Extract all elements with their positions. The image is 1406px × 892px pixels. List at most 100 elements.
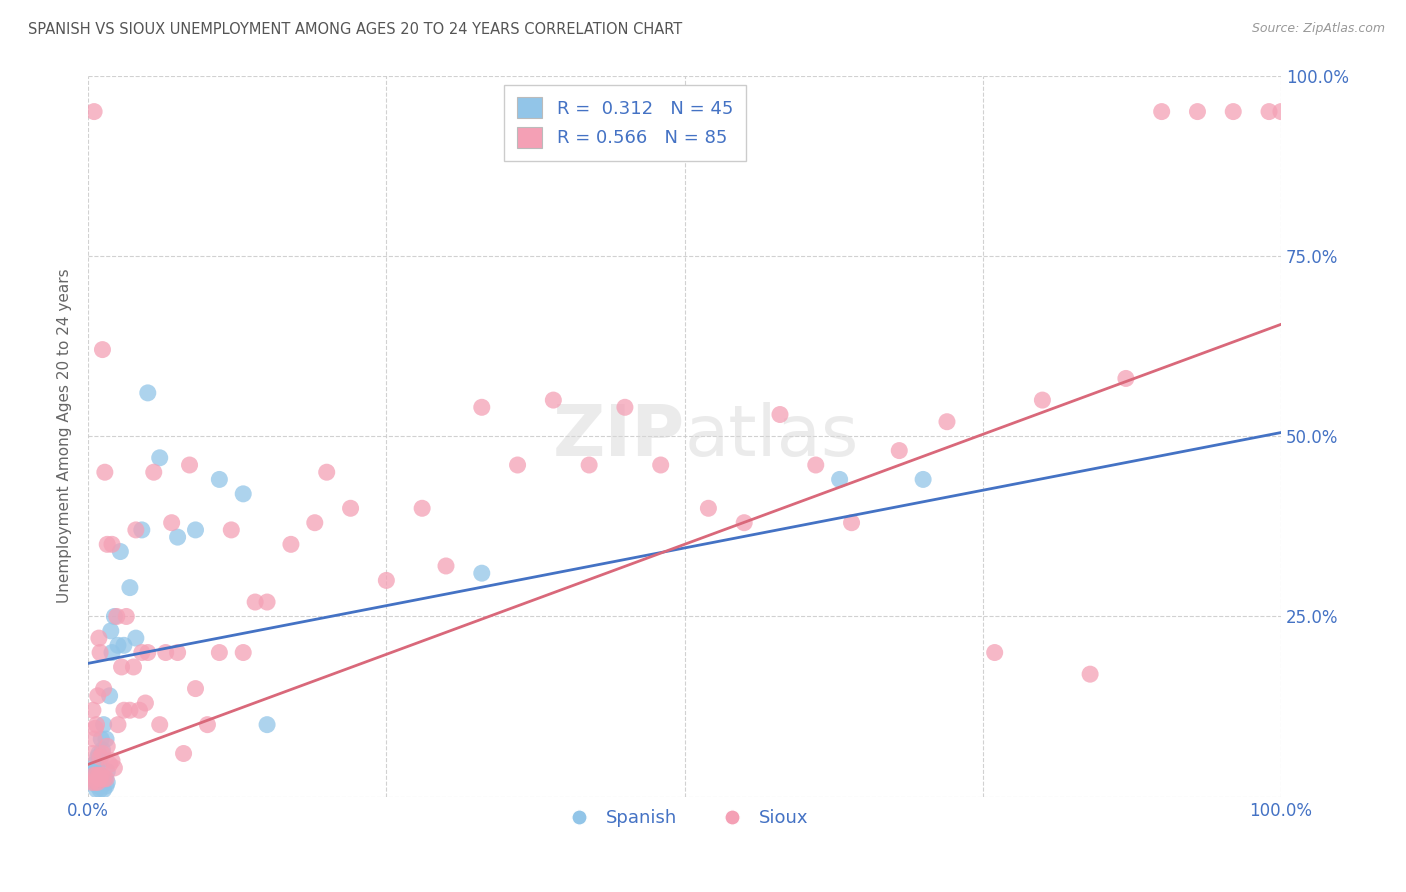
Point bbox=[82, 703, 104, 717]
Point bbox=[1078, 667, 1101, 681]
Point bbox=[160, 516, 183, 530]
Point bbox=[166, 530, 188, 544]
Y-axis label: Unemployment Among Ages 20 to 24 years: Unemployment Among Ages 20 to 24 years bbox=[58, 268, 72, 604]
Text: SPANISH VS SIOUX UNEMPLOYMENT AMONG AGES 20 TO 24 YEARS CORRELATION CHART: SPANISH VS SIOUX UNEMPLOYMENT AMONG AGES… bbox=[28, 22, 682, 37]
Point bbox=[86, 772, 108, 786]
Point bbox=[221, 523, 243, 537]
Point bbox=[87, 768, 110, 782]
Point bbox=[1187, 104, 1209, 119]
Point bbox=[91, 743, 114, 757]
Point bbox=[83, 104, 105, 119]
Point bbox=[94, 772, 117, 786]
Point bbox=[243, 595, 266, 609]
Legend: Spanish, Sioux: Spanish, Sioux bbox=[554, 802, 815, 835]
Point bbox=[83, 757, 105, 772]
Point bbox=[112, 638, 135, 652]
Point bbox=[256, 595, 278, 609]
Point bbox=[650, 458, 672, 472]
Point bbox=[96, 739, 118, 754]
Point bbox=[80, 775, 103, 789]
Point bbox=[256, 717, 278, 731]
Point bbox=[131, 646, 153, 660]
Point bbox=[91, 343, 114, 357]
Point bbox=[83, 768, 105, 782]
Point bbox=[93, 717, 115, 731]
Point bbox=[543, 393, 565, 408]
Point bbox=[103, 609, 125, 624]
Point bbox=[110, 660, 132, 674]
Point bbox=[142, 465, 165, 479]
Point bbox=[697, 501, 720, 516]
Point bbox=[101, 646, 124, 660]
Point bbox=[87, 631, 110, 645]
Point bbox=[86, 750, 108, 764]
Point bbox=[110, 544, 132, 558]
Point bbox=[112, 703, 135, 717]
Point bbox=[1258, 104, 1281, 119]
Point bbox=[375, 574, 398, 588]
Point bbox=[184, 523, 207, 537]
Point bbox=[96, 764, 118, 779]
Point bbox=[96, 537, 118, 551]
Text: atlas: atlas bbox=[685, 401, 859, 471]
Point bbox=[828, 472, 851, 486]
Point bbox=[101, 537, 124, 551]
Point bbox=[804, 458, 827, 472]
Point bbox=[94, 732, 117, 747]
Point bbox=[1031, 393, 1053, 408]
Point bbox=[98, 689, 121, 703]
Point bbox=[94, 779, 117, 793]
Point bbox=[100, 624, 122, 638]
Point bbox=[769, 408, 792, 422]
Point bbox=[1150, 104, 1173, 119]
Point bbox=[84, 775, 107, 789]
Point bbox=[179, 458, 201, 472]
Point bbox=[1115, 371, 1137, 385]
Point bbox=[578, 458, 600, 472]
Point bbox=[280, 537, 302, 551]
Point bbox=[912, 472, 935, 486]
Point bbox=[136, 385, 159, 400]
Point bbox=[107, 717, 129, 731]
Point bbox=[304, 516, 326, 530]
Point bbox=[983, 646, 1005, 660]
Point bbox=[166, 646, 188, 660]
Point bbox=[89, 782, 111, 797]
Point bbox=[339, 501, 361, 516]
Point bbox=[936, 415, 959, 429]
Point bbox=[98, 757, 121, 772]
Point bbox=[128, 703, 150, 717]
Point bbox=[197, 717, 219, 731]
Point bbox=[733, 516, 755, 530]
Point bbox=[506, 458, 529, 472]
Point bbox=[471, 401, 494, 415]
Point bbox=[84, 721, 107, 735]
Point bbox=[90, 768, 112, 782]
Point bbox=[173, 747, 195, 761]
Point bbox=[96, 775, 118, 789]
Point bbox=[136, 646, 159, 660]
Point bbox=[134, 696, 156, 710]
Point bbox=[155, 646, 177, 660]
Point bbox=[91, 775, 114, 789]
Point bbox=[315, 465, 337, 479]
Point bbox=[89, 754, 111, 768]
Point bbox=[434, 559, 457, 574]
Point bbox=[86, 768, 108, 782]
Point bbox=[86, 717, 108, 731]
Point bbox=[84, 764, 107, 779]
Text: ZIP: ZIP bbox=[553, 401, 685, 471]
Point bbox=[86, 775, 108, 789]
Point bbox=[889, 443, 911, 458]
Point bbox=[93, 782, 115, 797]
Point bbox=[83, 732, 105, 747]
Point bbox=[86, 761, 108, 775]
Point bbox=[94, 772, 117, 786]
Point bbox=[122, 660, 145, 674]
Point bbox=[89, 750, 111, 764]
Point bbox=[86, 779, 108, 793]
Point bbox=[1222, 104, 1244, 119]
Point bbox=[1270, 104, 1292, 119]
Point bbox=[471, 566, 494, 581]
Point bbox=[118, 703, 141, 717]
